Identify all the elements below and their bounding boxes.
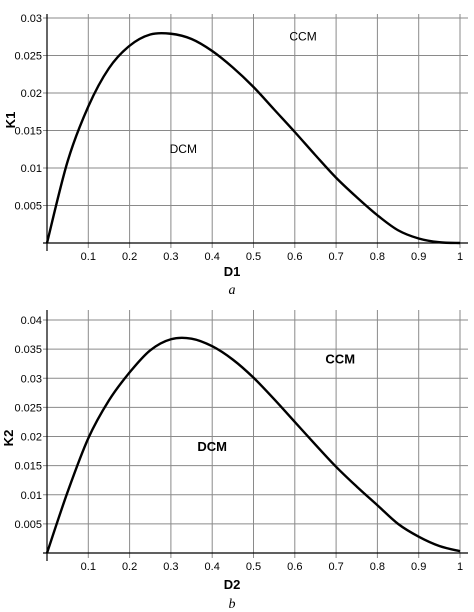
y-tick-label: 0.03 <box>21 373 42 385</box>
x-tick-label: 0.2 <box>122 251 137 263</box>
x-tick-label: 0.7 <box>328 251 343 263</box>
grid-a <box>43 14 468 248</box>
y-axis-label-a: K1 <box>3 112 18 129</box>
curve-a <box>45 31 461 245</box>
y-tick-labels-a: 0.005 0.01 0.015 0.02 0.025 0.03 <box>14 13 42 213</box>
grid-b <box>43 310 468 558</box>
x-tick-label: 0.2 <box>122 561 137 573</box>
y-tick-label: 0.04 <box>21 315 42 327</box>
x-tick-label: 0.6 <box>287 561 302 573</box>
x-axis-label-a: D1 <box>224 264 241 279</box>
y-tick-label: 0.025 <box>14 402 42 414</box>
region-label-dcm: DCM <box>197 439 227 454</box>
series-line <box>45 336 461 554</box>
region-label-dcm: DCM <box>170 142 197 156</box>
x-tick-label: 0.7 <box>328 561 343 573</box>
chart-panel-a: 0.1 0.2 0.3 0.4 0.5 0.6 0.7 0.8 0.9 1 0.0050.010.… <box>3 13 468 298</box>
x-tick-label: 0.1 <box>81 251 96 263</box>
y-tick-label: 0.015 <box>14 461 42 473</box>
x-tick-label: 0.9 <box>411 251 426 263</box>
y-tick-label: 0.02 <box>21 88 42 100</box>
annotations-a: DCM CCM <box>170 30 317 157</box>
x-tick-label: 0.9 <box>411 561 426 573</box>
x-tick-label: 0.3 <box>163 561 178 573</box>
caption-a: a <box>229 283 236 298</box>
series-line <box>45 31 461 245</box>
region-label-ccm: CCM <box>289 30 316 44</box>
x-tick-label: 0.1 <box>81 561 96 573</box>
x-tick-label: 1 <box>457 561 463 573</box>
y-tick-labels-b: 0.005 0.01 0.015 0.02 0.025 0.03 0.035 0.04 <box>14 315 42 531</box>
x-tick-label: 0.6 <box>287 251 302 263</box>
y-tick-label: 0.01 <box>21 163 42 175</box>
y-tick-label: 0.015 <box>14 126 42 138</box>
x-tick-label: 0.5 <box>246 251 261 263</box>
y-tick-label: 0.02 <box>21 432 42 444</box>
x-tick-label: 0.5 <box>246 561 261 573</box>
x-tick-label: 0.3 <box>163 251 178 263</box>
y-tick-label: 0.035 <box>14 344 42 356</box>
y-tick-label: 0.005 <box>14 201 42 213</box>
caption-b: b <box>229 597 236 612</box>
curve-b <box>45 336 461 554</box>
y-tick-label: 0.01 <box>21 490 42 502</box>
x-tick-label: 1 <box>457 251 463 263</box>
region-label-ccm: CCM <box>325 352 355 367</box>
x-tick-label: 0.8 <box>370 561 385 573</box>
x-tick-labels-a: 0.1 0.2 0.3 0.4 0.5 0.6 0.7 0.8 0.9 1 <box>81 251 463 263</box>
x-tick-label: 0.4 <box>205 251 220 263</box>
annotations-b: DCM CCM <box>197 352 355 454</box>
x-tick-label: 0.8 <box>370 251 385 263</box>
x-tick-labels-b: 0.1 0.2 0.3 0.4 0.5 0.6 0.7 0.8 0.9 1 <box>81 561 463 573</box>
y-tick-label: 0.005 <box>14 519 42 531</box>
axes-a <box>43 14 468 251</box>
y-tick-label: 0.025 <box>14 51 42 63</box>
chart-panel-b: 0.1 0.2 0.3 0.4 0.5 0.6 0.7 0.8 0.9 1 0.0050.010.… <box>1 310 468 612</box>
y-tick-label: 0.03 <box>21 13 42 25</box>
x-tick-label: 0.4 <box>205 561 220 573</box>
y-axis-label-b: K2 <box>1 430 16 447</box>
x-axis-label-b: D2 <box>224 577 241 592</box>
axes-b <box>43 310 468 561</box>
